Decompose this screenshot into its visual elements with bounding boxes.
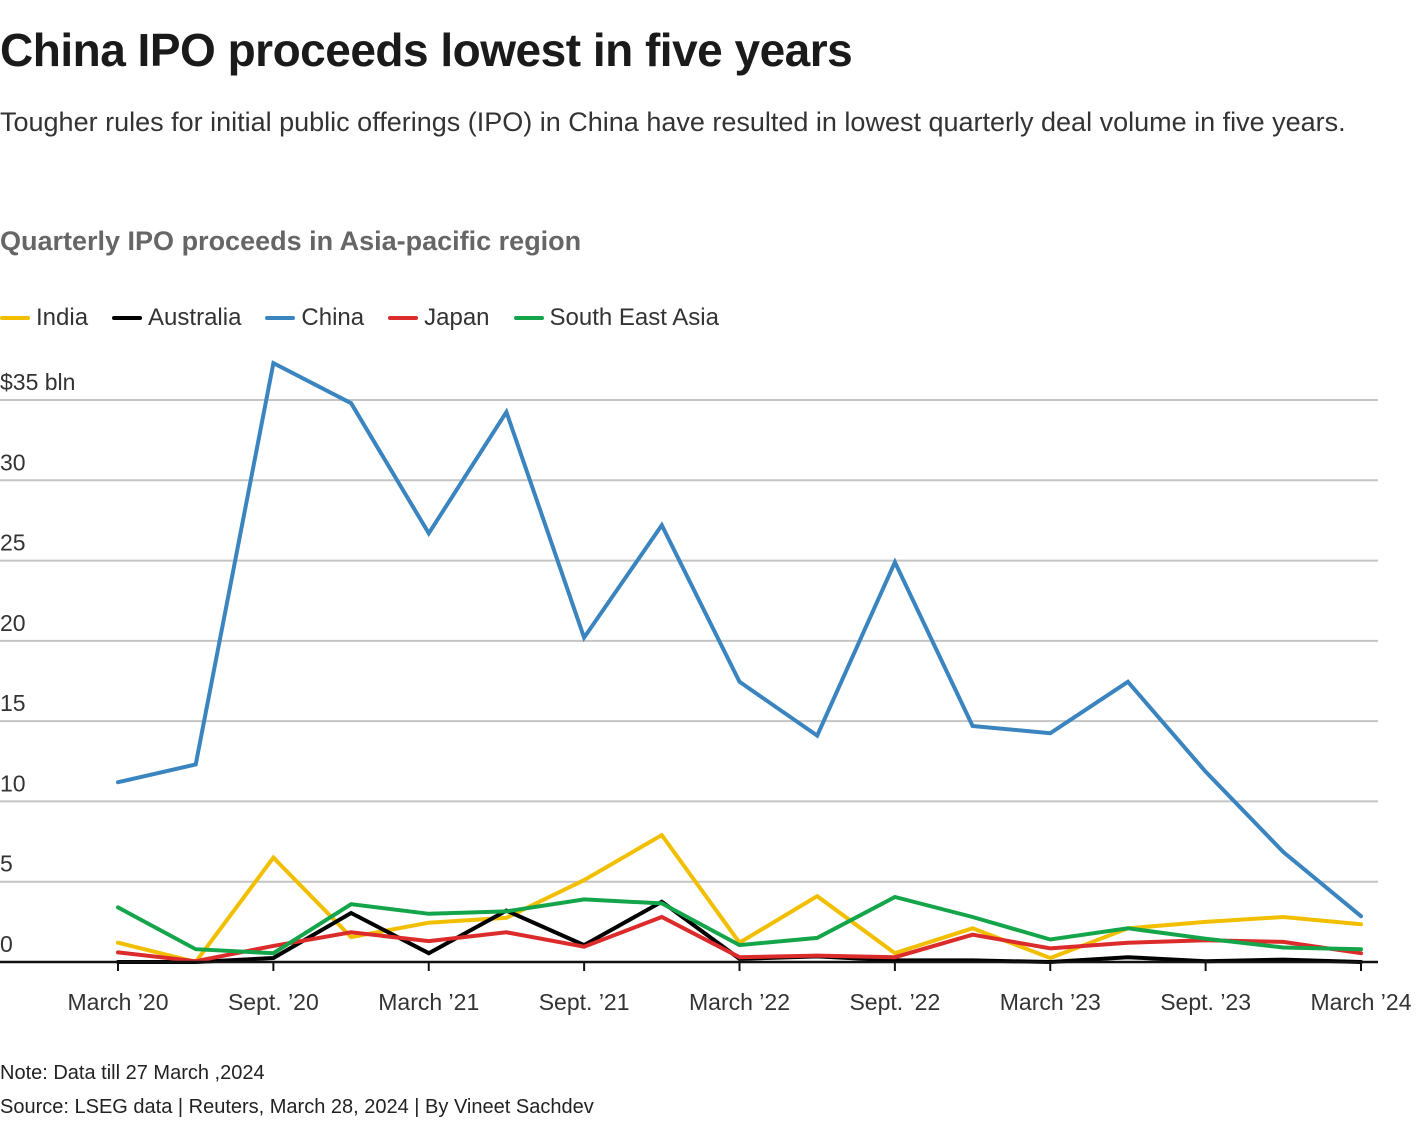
x-tick-label: Sept. ’22 bbox=[849, 989, 940, 1015]
legend-label: South East Asia bbox=[549, 304, 719, 331]
legend-swatch bbox=[513, 316, 544, 320]
y-tick-label: 15 bbox=[0, 690, 26, 716]
legend-item: Japan bbox=[388, 304, 490, 332]
legend-item: China bbox=[265, 304, 364, 332]
page-subtitle: Tougher rules for initial public offerin… bbox=[0, 107, 1346, 137]
x-tick-label: Sept. ’23 bbox=[1160, 989, 1251, 1015]
x-axis: March ’20 Sept. ’20 March ’21 Sept. ’21 Marc… bbox=[0, 960, 1412, 1015]
legend-label: India bbox=[36, 304, 89, 331]
legend-swatch bbox=[112, 316, 143, 320]
x-tick-label: March ’23 bbox=[1000, 989, 1101, 1015]
y-tick-label: 0 bbox=[0, 931, 13, 957]
gridlines bbox=[0, 399, 1378, 883]
y-tick-label: 30 bbox=[0, 449, 26, 475]
source-credit: Source: LSEG data | Reuters, March 28, 2… bbox=[0, 1096, 594, 1118]
y-tick-label: 25 bbox=[0, 530, 26, 556]
series-line-india bbox=[116, 832, 1363, 965]
x-tick-label: March ’21 bbox=[378, 989, 479, 1015]
y-tick-label: $35 bln bbox=[0, 369, 75, 395]
x-tick-label: March ’24 bbox=[1311, 989, 1412, 1015]
y-axis-labels: 0 5 10 15 20 25 30 $35 bln bbox=[0, 369, 75, 957]
legend-label: Japan bbox=[424, 304, 490, 331]
y-tick-label: 20 bbox=[0, 610, 26, 636]
x-tick-label: Sept. ’21 bbox=[539, 989, 630, 1015]
legend-swatch bbox=[388, 316, 419, 320]
legend-label: Australia bbox=[148, 304, 242, 331]
y-tick-label: 5 bbox=[0, 851, 13, 877]
chart-legend: India Australia China Japan South East Asia bbox=[0, 304, 743, 332]
legend-item: Australia bbox=[112, 304, 241, 332]
legend-item: India bbox=[0, 304, 88, 332]
series-line-china bbox=[116, 360, 1363, 919]
chart-title: Quarterly IPO proceeds in Asia-pacific r… bbox=[0, 226, 582, 256]
x-tick-label: March ’22 bbox=[689, 989, 790, 1015]
footnote: Note: Data till 27 March ,2024 bbox=[0, 1062, 265, 1084]
x-tick-label: March ’20 bbox=[68, 989, 169, 1015]
legend-item: South East Asia bbox=[513, 304, 719, 332]
series-line-south-east-asia bbox=[116, 894, 1363, 956]
legend-label: China bbox=[301, 304, 365, 331]
x-tick-label: Sept. ’20 bbox=[228, 989, 319, 1015]
series-line-japan bbox=[116, 914, 1363, 964]
series-lines bbox=[116, 360, 1363, 965]
legend-swatch bbox=[265, 316, 296, 320]
y-tick-label: 10 bbox=[0, 770, 26, 796]
legend-swatch bbox=[0, 316, 30, 320]
page-title: China IPO proceeds lowest in five years bbox=[0, 24, 853, 76]
